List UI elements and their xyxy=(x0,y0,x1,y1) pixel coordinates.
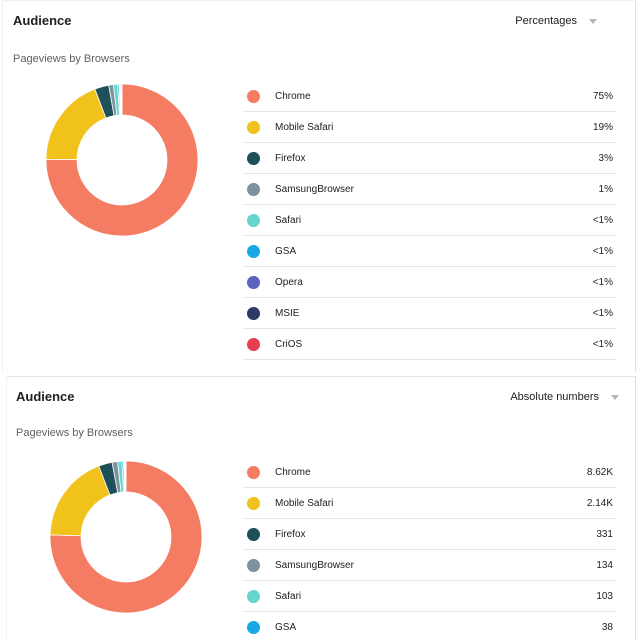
legend-label: Safari xyxy=(275,215,302,226)
audience-card-percentages: Audience Percentages Pageviews by Browse… xyxy=(2,0,636,372)
legend-swatch-icon xyxy=(247,276,260,289)
browser-donut-chart xyxy=(49,460,203,614)
donut-slice-chrome[interactable] xyxy=(45,83,199,237)
legend-swatch-icon xyxy=(247,590,260,603)
legend-value: 1% xyxy=(598,184,613,195)
card-title: Audience xyxy=(13,13,72,28)
legend-swatch-icon xyxy=(247,466,260,479)
legend-value: 134 xyxy=(596,560,613,571)
legend-value: 8.62K xyxy=(586,467,613,478)
legend-swatch-icon xyxy=(247,621,260,634)
legend-swatch-icon xyxy=(247,528,260,541)
legend-value: <1% xyxy=(592,339,613,350)
legend-value: <1% xyxy=(592,308,613,319)
legend-row-firefox[interactable]: Firefox 3% xyxy=(243,143,617,174)
legend-row-chrome[interactable]: Chrome 75% xyxy=(243,81,617,112)
legend-row-msie[interactable]: MSIE <1% xyxy=(243,298,617,329)
legend-row-gsa[interactable]: GSA <1% xyxy=(243,236,617,267)
legend-swatch-icon xyxy=(247,214,260,227)
legend-swatch-icon xyxy=(247,152,260,165)
legend-value: <1% xyxy=(592,215,613,226)
dropdown-caret-icon xyxy=(611,394,619,400)
donut-slice-crios[interactable] xyxy=(120,83,123,116)
legend-row-safari[interactable]: Safari <1% xyxy=(243,205,617,236)
chart-subtitle: Pageviews by Browsers xyxy=(16,427,133,439)
view-type-dropdown[interactable]: Percentages xyxy=(515,15,597,27)
legend-label: Safari xyxy=(275,591,302,602)
view-type-selected: Absolute numbers xyxy=(510,391,599,403)
legend-label: SamsungBrowser xyxy=(275,184,354,195)
legend-label: CriOS xyxy=(275,339,303,350)
legend-label: Firefox xyxy=(275,529,306,540)
legend-row-mobile-safari[interactable]: Mobile Safari 19% xyxy=(243,112,617,143)
view-type-dropdown[interactable]: Absolute numbers xyxy=(510,391,619,403)
legend-row-samsungbrowser[interactable]: SamsungBrowser 134 xyxy=(243,550,617,581)
legend-value: 3% xyxy=(598,153,613,164)
legend-row-mobile-safari[interactable]: Mobile Safari 2.14K xyxy=(243,488,617,519)
browser-legend: Chrome 8.62K Mobile Safari 2.14K Firefox 331 S… xyxy=(243,457,617,640)
browser-legend: Chrome 75% Mobile Safari 19% Firefox 3% Samsun… xyxy=(243,81,617,360)
dropdown-caret-icon xyxy=(589,18,597,24)
legend-row-crios[interactable]: CriOS <1% xyxy=(243,329,617,360)
legend-label: MSIE xyxy=(275,308,300,319)
legend-swatch-icon xyxy=(247,121,260,134)
audience-card-absolute: Audience Absolute numbers Pageviews by B… xyxy=(6,376,636,640)
legend-value: <1% xyxy=(592,277,613,288)
view-type-selected: Percentages xyxy=(515,15,577,27)
legend-swatch-icon xyxy=(247,497,260,510)
legend-swatch-icon xyxy=(247,307,260,320)
legend-swatch-icon xyxy=(247,559,260,572)
legend-row-opera[interactable]: Opera <1% xyxy=(243,267,617,298)
legend-swatch-icon xyxy=(247,90,260,103)
browser-donut-chart xyxy=(45,83,199,237)
legend-label: Firefox xyxy=(275,153,306,164)
legend-value: 2.14K xyxy=(586,498,613,509)
donut-slice-crios[interactable] xyxy=(124,460,127,493)
legend-label: SamsungBrowser xyxy=(275,560,354,571)
donut-slice-mobile-safari[interactable] xyxy=(45,88,107,160)
legend-label: Chrome xyxy=(275,91,311,102)
legend-value: 103 xyxy=(596,591,613,602)
legend-row-samsungbrowser[interactable]: SamsungBrowser 1% xyxy=(243,174,617,205)
legend-row-firefox[interactable]: Firefox 331 xyxy=(243,519,617,550)
legend-row-gsa[interactable]: GSA 38 xyxy=(243,612,617,640)
legend-label: Mobile Safari xyxy=(275,122,334,133)
legend-label: Chrome xyxy=(275,467,311,478)
legend-value: 75% xyxy=(592,91,613,102)
legend-value: 19% xyxy=(592,122,613,133)
chart-subtitle: Pageviews by Browsers xyxy=(13,53,130,65)
legend-label: GSA xyxy=(275,622,297,633)
legend-value: <1% xyxy=(592,246,613,257)
legend-row-safari[interactable]: Safari 103 xyxy=(243,581,617,612)
legend-label: GSA xyxy=(275,246,297,257)
legend-swatch-icon xyxy=(247,183,260,196)
donut-slice-mobile-safari[interactable] xyxy=(49,465,111,537)
legend-value: 38 xyxy=(601,622,613,633)
card-title: Audience xyxy=(16,389,75,404)
legend-swatch-icon xyxy=(247,338,260,351)
legend-row-chrome[interactable]: Chrome 8.62K xyxy=(243,457,617,488)
legend-label: Mobile Safari xyxy=(275,498,334,509)
legend-swatch-icon xyxy=(247,245,260,258)
donut-slice-chrome[interactable] xyxy=(49,460,203,614)
legend-value: 331 xyxy=(596,529,613,540)
legend-label: Opera xyxy=(275,277,303,288)
